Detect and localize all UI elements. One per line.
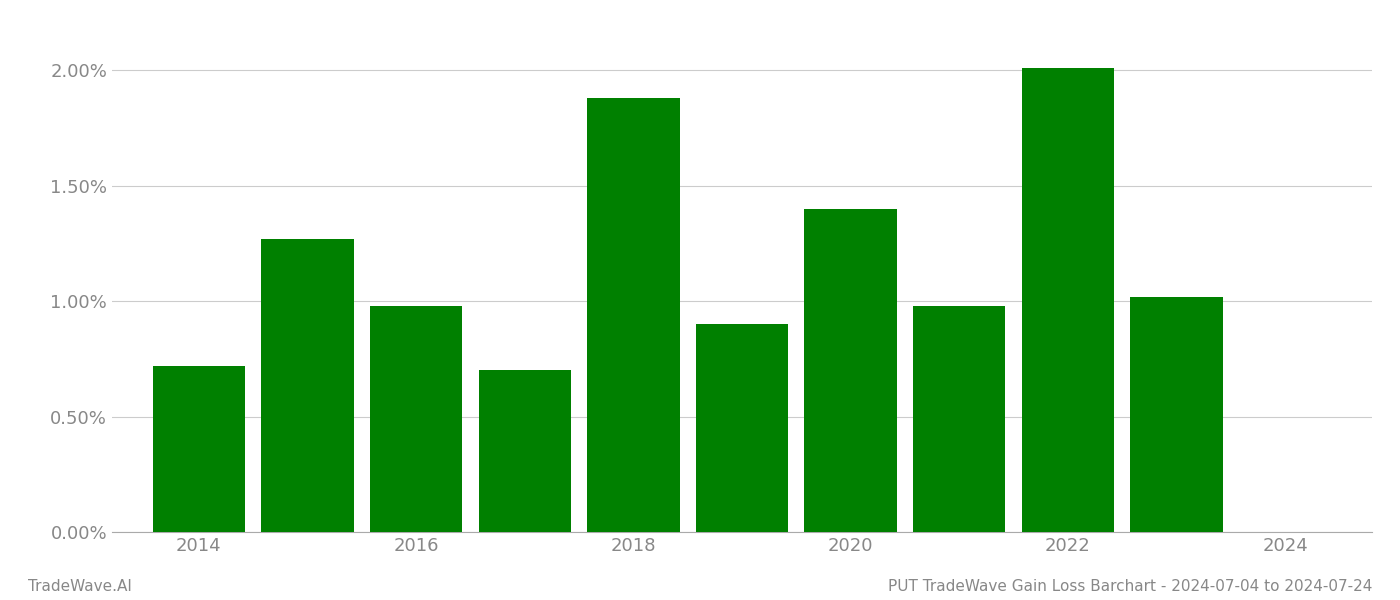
Bar [370,306,462,532]
Bar [479,370,571,532]
Bar [1022,68,1114,532]
Bar [913,306,1005,532]
Bar [587,98,679,532]
Bar [262,239,354,532]
Bar [153,366,245,532]
Bar [696,324,788,532]
Bar [1130,296,1222,532]
Text: PUT TradeWave Gain Loss Barchart - 2024-07-04 to 2024-07-24: PUT TradeWave Gain Loss Barchart - 2024-… [888,579,1372,594]
Bar [805,209,897,532]
Text: TradeWave.AI: TradeWave.AI [28,579,132,594]
